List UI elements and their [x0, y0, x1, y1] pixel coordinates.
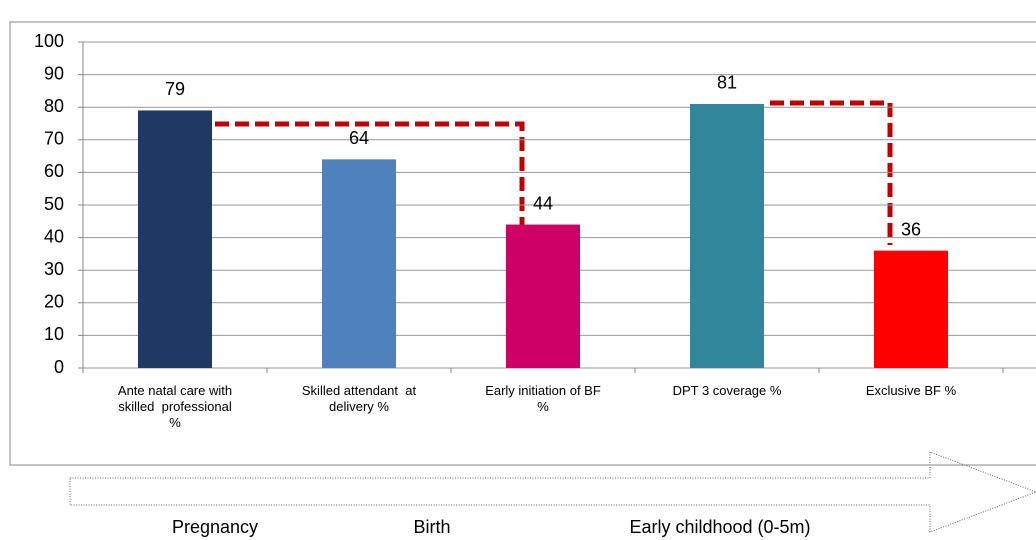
data-label: 79: [165, 79, 185, 99]
timeline-arrow: [69, 451, 1036, 533]
drop-line: [215, 121, 525, 232]
phase-label: Birth: [413, 517, 450, 537]
drop-line: [770, 100, 893, 245]
bar: [874, 250, 948, 368]
phase-label: Pregnancy: [172, 517, 258, 537]
bar: [322, 159, 396, 368]
data-label: 81: [717, 73, 737, 93]
x-tick-label: Early initiation of BF %: [485, 383, 601, 414]
y-tick-label: 10: [44, 324, 64, 344]
y-tick-label: 30: [44, 259, 64, 279]
y-tick-label: 80: [44, 96, 64, 116]
data-label: 36: [901, 219, 921, 239]
bar: [690, 103, 764, 368]
y-tick-label: 70: [44, 129, 64, 149]
data-label: 44: [533, 193, 553, 213]
phase-label: Early childhood (0-5m): [629, 517, 810, 537]
y-tick-label: 60: [44, 161, 64, 181]
y-tick-label: 50: [44, 194, 64, 214]
y-tick-label: 0: [54, 357, 64, 377]
x-tick-label: DPT 3 coverage %: [672, 383, 782, 398]
bar: [138, 110, 212, 369]
data-label: 64: [349, 128, 369, 148]
y-tick-label: 40: [44, 226, 64, 246]
y-tick-label: 90: [44, 63, 64, 83]
bar: [506, 224, 580, 368]
x-tick-label: Skilled attendant at delivery %: [301, 383, 417, 414]
y-tick-label: 100: [34, 31, 64, 51]
x-tick-label: Ante natal care with skilled professiona…: [117, 383, 233, 430]
y-tick-label: 20: [44, 292, 64, 312]
x-tick-label: Exclusive BF %: [865, 383, 957, 398]
chart-frame: [9, 21, 1036, 466]
